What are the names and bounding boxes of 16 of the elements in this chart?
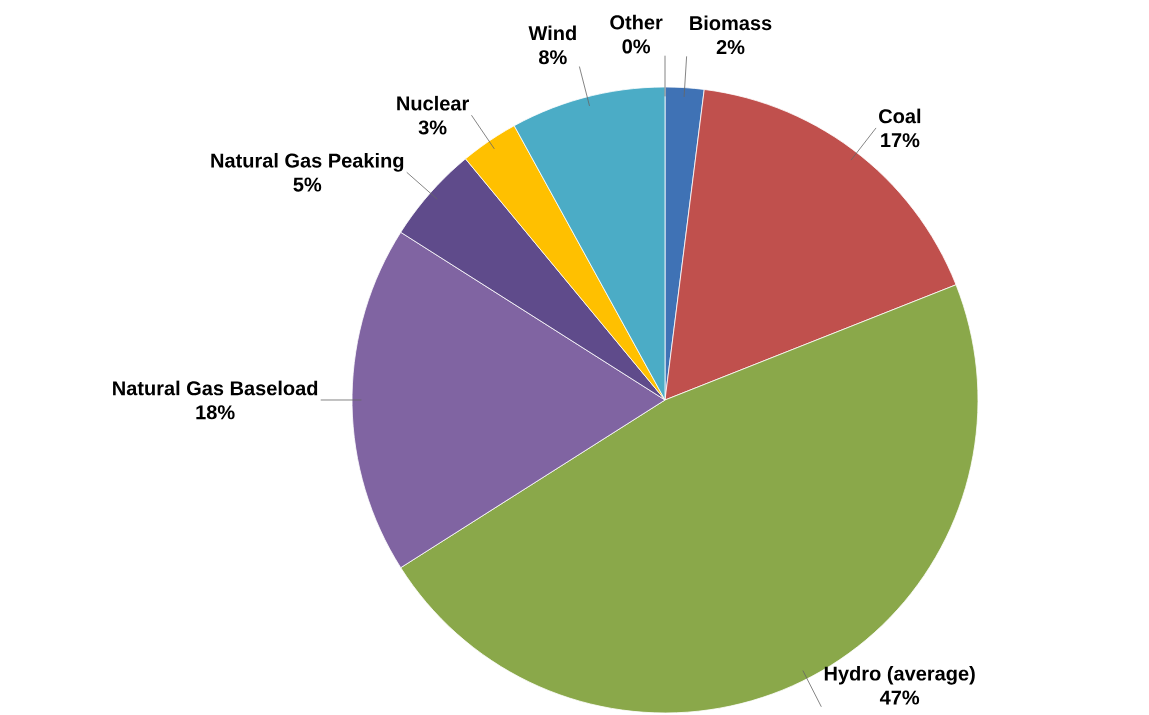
data-label: 3%	[418, 120, 447, 135]
slice-label: Wind	[528, 25, 576, 41]
data-label: 17%	[881, 133, 920, 148]
data-label: 5%	[293, 177, 322, 192]
category-label: Other	[610, 14, 663, 30]
slice-label: Natural Gas Peaking	[211, 152, 404, 172]
slice-label: Nuclear	[397, 95, 469, 111]
slice-label: Coal	[879, 108, 921, 124]
data-label: 2%	[716, 40, 745, 55]
data-label: 47%	[879, 690, 920, 705]
data-label: 18%	[196, 405, 235, 420]
slice-label: Biomass	[690, 15, 772, 31]
slice-label: Hydro (average)	[824, 665, 975, 685]
slice-label: Natural Gas Baseload	[113, 380, 318, 396]
text: 0%	[622, 39, 651, 54]
data-label: 8%	[539, 50, 567, 65]
